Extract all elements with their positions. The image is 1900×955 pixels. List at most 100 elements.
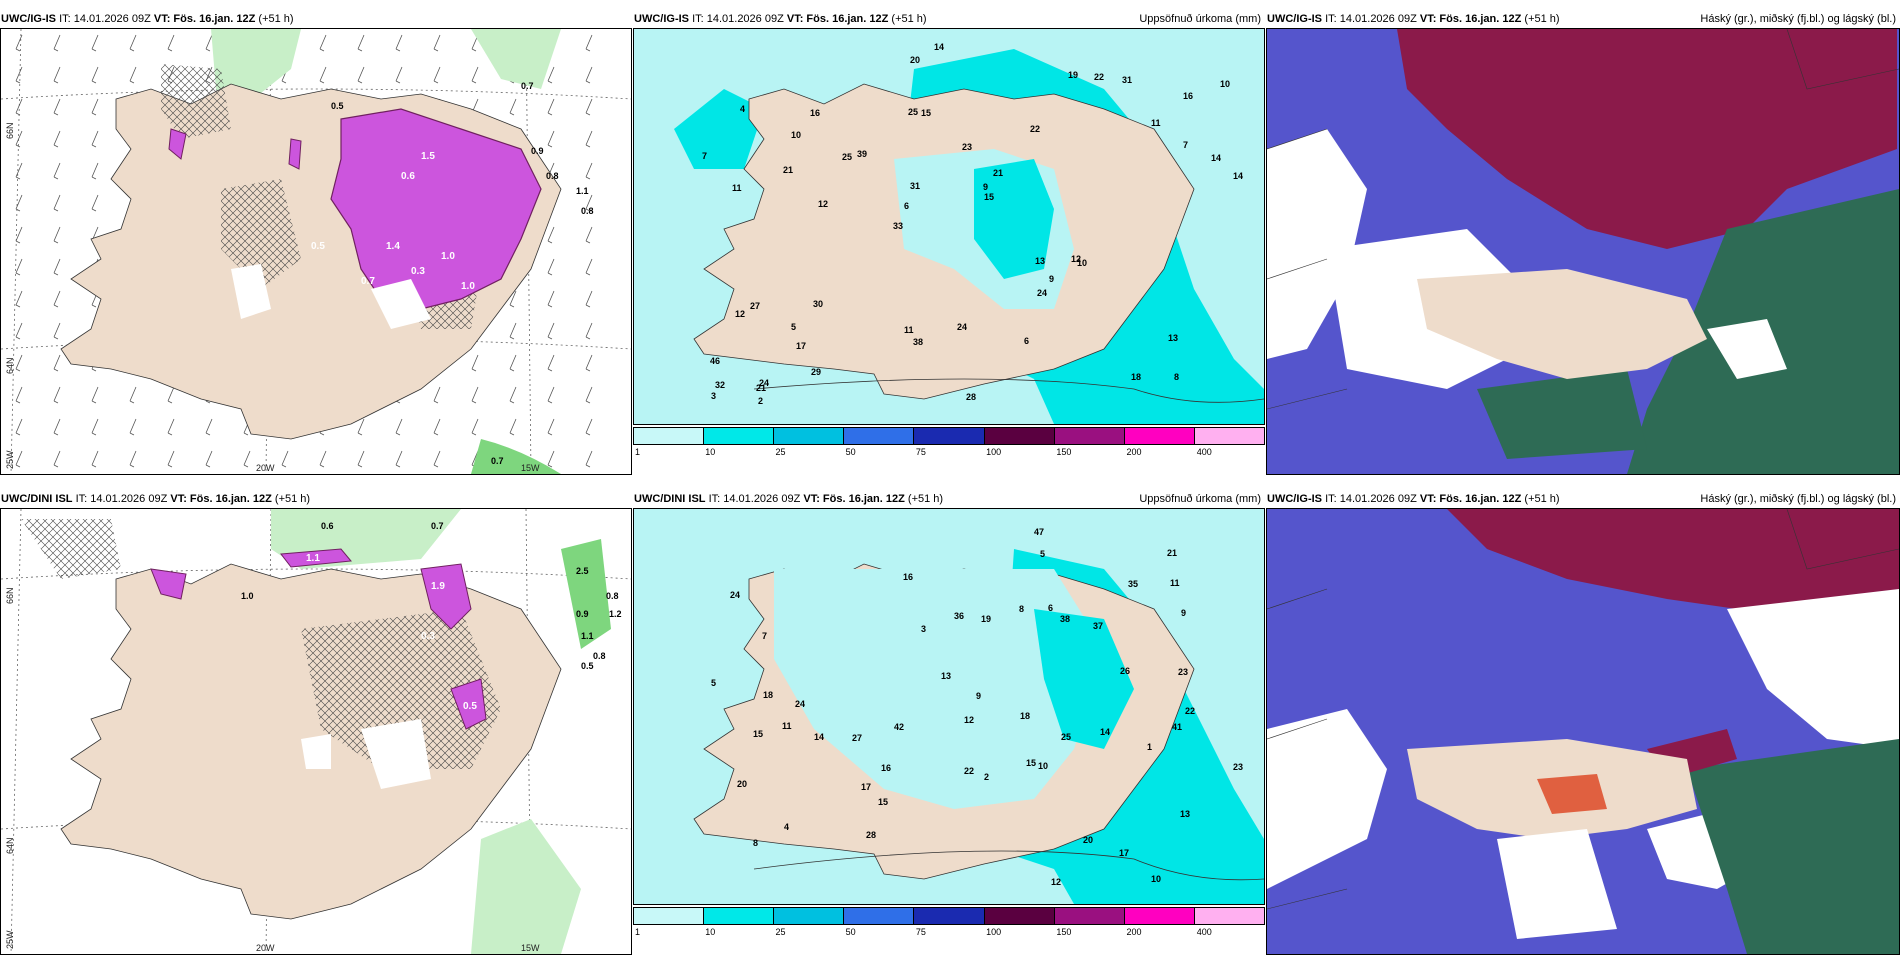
- precip-value: 11: [1151, 118, 1161, 128]
- wind-barb: [53, 66, 61, 84]
- precip-value: 18: [1020, 711, 1030, 721]
- wind-barb: [53, 258, 61, 276]
- wind-barb: [15, 354, 23, 372]
- wind-barb: [15, 450, 23, 468]
- precip-value: 16: [881, 763, 891, 773]
- legend-swatch: [1124, 428, 1195, 444]
- map-title: Uppsöfnuð úrkoma (mm): [1139, 493, 1261, 505]
- legend-swatch: [844, 428, 915, 444]
- lead-time: (+51 h): [258, 13, 294, 25]
- precip-value: 2: [758, 396, 763, 406]
- snow-value: 0.8: [546, 171, 559, 181]
- precip-value: 16: [810, 108, 820, 118]
- wind-barb: [509, 290, 517, 308]
- legend-swatch: [634, 908, 705, 924]
- snow-value: 1.5: [421, 151, 435, 162]
- legend-tick: 1: [635, 447, 641, 457]
- wind-barb: [129, 34, 137, 52]
- precip-value: 12: [1071, 254, 1081, 264]
- wind-barb: [585, 386, 593, 404]
- precip-value: 42: [894, 722, 904, 732]
- cloud-map[interactable]: [1266, 508, 1900, 955]
- precip-value: 11: [732, 183, 742, 193]
- precip-value: 1: [1147, 742, 1152, 752]
- precip-value: 47: [1034, 527, 1044, 537]
- valid-time: VT: Fös. 16.jan. 12Z: [786, 13, 889, 25]
- precip-value: 10: [791, 130, 801, 140]
- wind-barb: [395, 34, 403, 52]
- panel-bottom-right: UWC/IG-IS IT: 14.01.2026 09Z VT: Fös. 16…: [1266, 490, 1900, 955]
- valid-time: VT: Fös. 16.jan. 12Z: [170, 493, 272, 505]
- precip-map[interactable]: 8 11 16 33 22 24 25 23 27 39 46 17 15 21 10 4 20 14 13 7 6 11…: [633, 28, 1265, 425]
- legend-tick: 100: [986, 447, 1002, 457]
- wind-barb: [129, 66, 137, 84]
- snow-value: 0.7: [361, 276, 375, 287]
- map-canvas-top-left: 0.7 0.5 0.9 0.8 1.1 0.8 1.5 0.6 1.4 1.0 …: [1, 29, 631, 474]
- map-canvas-bottom-left: 0.6 1.1 2.5 0.8 1.2 0.9 1.1 0.5 0.8 1.0 …: [1, 509, 631, 954]
- snow-value: 0.7: [431, 521, 444, 531]
- init-time: IT: 14.01.2026 09Z: [692, 13, 784, 25]
- precip-value: 24: [795, 699, 805, 709]
- legend-swatch: [914, 428, 985, 444]
- snow-value: 0.6: [401, 171, 415, 182]
- precip-value: 5: [1040, 549, 1045, 559]
- snow-value: 1.1: [581, 631, 594, 641]
- lead-time: (+51 h): [1524, 493, 1560, 505]
- wind-barb: [281, 450, 289, 468]
- wind-barb: [91, 34, 99, 52]
- snow-map[interactable]: 0.6 1.1 2.5 0.8 1.2 0.9 1.1 0.5 0.8 1.0 …: [0, 508, 632, 955]
- precip-value: 19: [981, 614, 991, 624]
- wind-barb: [319, 66, 327, 84]
- lat-label: 64N: [5, 837, 15, 854]
- panel-bottom-left: UWC/DINI ISL IT: 14.01.2026 09Z VT: Fös.…: [0, 490, 632, 955]
- precip-value: 4: [740, 104, 745, 114]
- lon-label: 15W: [521, 943, 540, 953]
- legend-swatch: [704, 908, 775, 924]
- map-canvas-top-right: [1267, 29, 1899, 474]
- wind-barb: [433, 66, 441, 84]
- cloud-map[interactable]: [1266, 28, 1900, 475]
- precip-value: 27: [750, 301, 760, 311]
- wind-barb: [547, 290, 555, 308]
- snow-map[interactable]: 0.7 0.5 0.9 0.8 1.1 0.8 1.5 0.6 1.4 1.0 …: [0, 28, 632, 475]
- precip-map[interactable]: 10 11 15 24 13 7 4 27 37 36 38 17 15 16 18 20 14 9 5 8 21 19 2…: [633, 508, 1265, 905]
- legend-tick: 200: [1126, 927, 1142, 937]
- wind-barb: [433, 450, 441, 468]
- init-time: IT: 14.01.2026 09Z: [59, 13, 151, 25]
- wind-barb: [243, 450, 251, 468]
- wind-barb: [357, 66, 365, 84]
- legend-swatch: [704, 428, 775, 444]
- panel-bottom-mid: UWC/DINI ISL IT: 14.01.2026 09Z VT: Fös.…: [633, 490, 1265, 945]
- precip-value: 12: [818, 199, 828, 209]
- legend-swatch: [844, 908, 915, 924]
- precip-value: 22: [1094, 72, 1104, 82]
- precip-value: 10: [1038, 761, 1048, 771]
- precip-value: 20: [1083, 835, 1093, 845]
- init-time: IT: 14.01.2026 09Z: [708, 493, 801, 505]
- wind-barb: [53, 354, 61, 372]
- precip-value: 7: [702, 151, 707, 161]
- precip-value: 9: [1049, 274, 1054, 284]
- wind-barb: [433, 386, 441, 404]
- precip-value: 9: [1181, 608, 1186, 618]
- wind-barb: [15, 130, 23, 148]
- legend-tick: 25: [775, 447, 786, 457]
- wind-barb: [15, 418, 23, 436]
- wind-barb: [547, 130, 555, 148]
- snow-value: 0.5: [331, 101, 344, 111]
- wind-barb: [319, 450, 327, 468]
- wind-barb: [585, 258, 593, 276]
- wind-barb: [15, 386, 23, 404]
- precip-value: 22: [1030, 124, 1040, 134]
- precip-value: 6: [1024, 336, 1029, 346]
- wind-barb: [471, 386, 479, 404]
- snow-value: 0.3: [411, 266, 425, 277]
- wind-barb: [433, 34, 441, 52]
- precip-value: 15: [984, 192, 994, 202]
- precip-value: 31: [1122, 75, 1132, 85]
- wind-barb: [53, 34, 61, 52]
- legend-tick: 10: [705, 927, 716, 937]
- wind-barb: [319, 34, 327, 52]
- legend-swatch: [984, 428, 1055, 444]
- wind-barb: [129, 386, 137, 404]
